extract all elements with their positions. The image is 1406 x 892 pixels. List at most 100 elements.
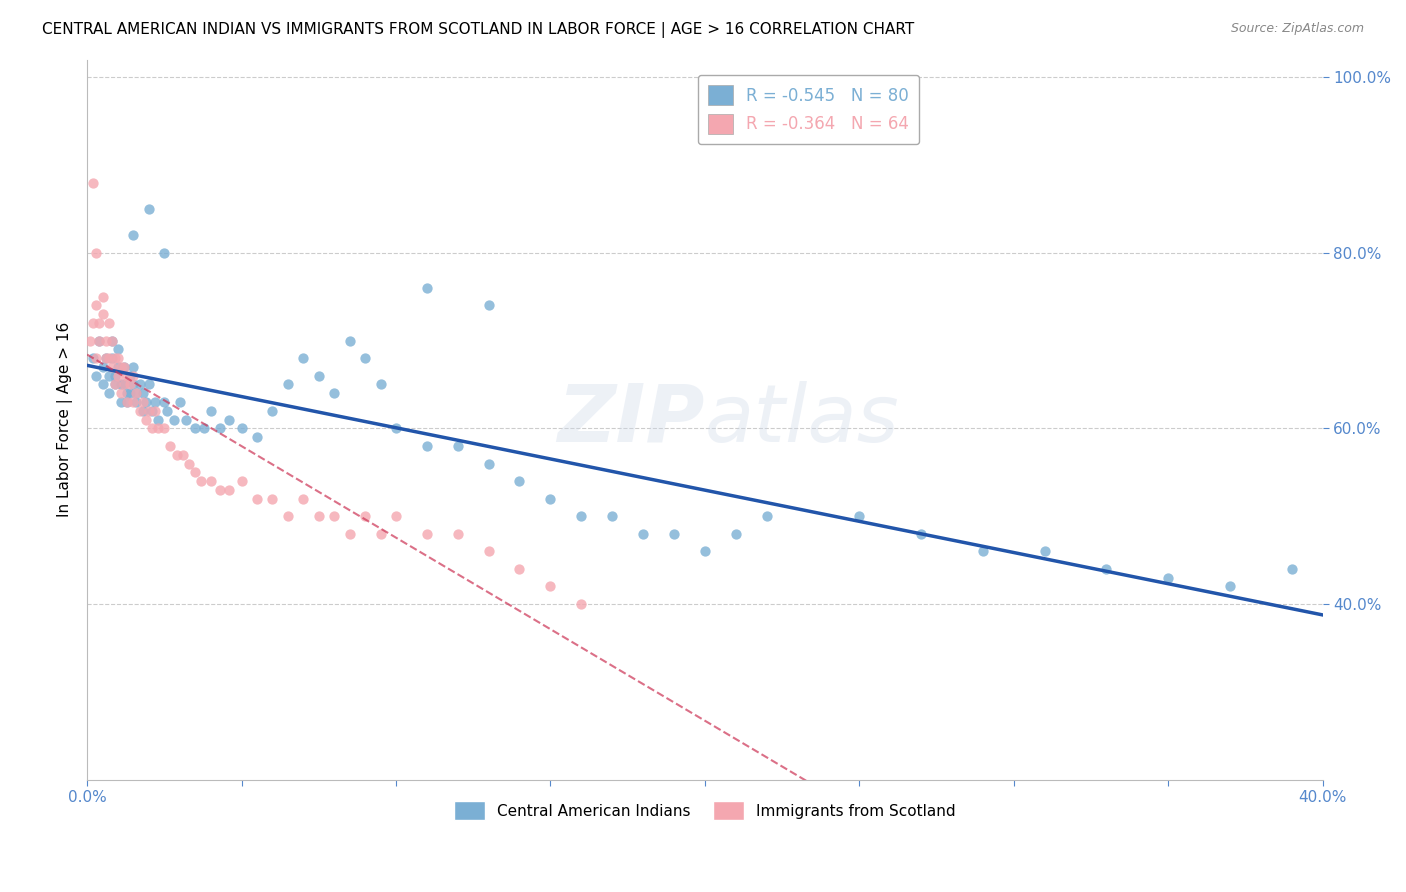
Text: ZIP: ZIP bbox=[557, 381, 704, 458]
Point bbox=[94, 351, 117, 366]
Point bbox=[153, 245, 176, 260]
Point bbox=[131, 404, 153, 418]
Point bbox=[1281, 562, 1303, 576]
Point bbox=[104, 368, 127, 383]
Point bbox=[89, 334, 111, 348]
Point bbox=[101, 334, 124, 348]
Point bbox=[141, 421, 163, 435]
Point bbox=[231, 474, 253, 488]
Point bbox=[138, 202, 160, 216]
Point bbox=[104, 377, 127, 392]
Point bbox=[120, 368, 142, 383]
Point bbox=[208, 421, 231, 435]
Point bbox=[447, 526, 470, 541]
Point bbox=[122, 377, 145, 392]
Text: CENTRAL AMERICAN INDIAN VS IMMIGRANTS FROM SCOTLAND IN LABOR FORCE | AGE > 16 CO: CENTRAL AMERICAN INDIAN VS IMMIGRANTS FR… bbox=[42, 22, 914, 38]
Point bbox=[262, 491, 284, 506]
Point bbox=[141, 404, 163, 418]
Point bbox=[143, 395, 166, 409]
Point bbox=[104, 377, 127, 392]
Point bbox=[169, 395, 191, 409]
Point bbox=[1095, 562, 1118, 576]
Point bbox=[292, 351, 315, 366]
Point bbox=[478, 298, 501, 312]
Point bbox=[159, 439, 181, 453]
Point bbox=[79, 334, 101, 348]
Point bbox=[246, 430, 269, 444]
Point bbox=[101, 334, 124, 348]
Point bbox=[86, 351, 108, 366]
Point bbox=[122, 395, 145, 409]
Point bbox=[128, 377, 150, 392]
Point bbox=[447, 439, 470, 453]
Point bbox=[218, 412, 240, 426]
Point bbox=[416, 281, 439, 295]
Point bbox=[91, 377, 114, 392]
Point bbox=[177, 457, 200, 471]
Point bbox=[972, 544, 994, 558]
Point bbox=[107, 343, 129, 357]
Point bbox=[200, 404, 222, 418]
Y-axis label: In Labor Force | Age > 16: In Labor Force | Age > 16 bbox=[58, 322, 73, 517]
Point bbox=[200, 474, 222, 488]
Point bbox=[262, 404, 284, 418]
Point bbox=[125, 386, 148, 401]
Point bbox=[416, 526, 439, 541]
Point bbox=[94, 351, 117, 366]
Point bbox=[662, 526, 685, 541]
Point bbox=[82, 176, 104, 190]
Point bbox=[122, 228, 145, 243]
Point bbox=[97, 368, 120, 383]
Point bbox=[193, 421, 215, 435]
Point bbox=[277, 377, 299, 392]
Point bbox=[86, 298, 108, 312]
Point bbox=[112, 359, 135, 374]
Point bbox=[693, 544, 716, 558]
Point bbox=[153, 395, 176, 409]
Point bbox=[231, 421, 253, 435]
Point bbox=[91, 290, 114, 304]
Point bbox=[848, 509, 870, 524]
Point bbox=[122, 359, 145, 374]
Point bbox=[508, 474, 530, 488]
Point bbox=[97, 351, 120, 366]
Point bbox=[89, 334, 111, 348]
Point bbox=[101, 351, 124, 366]
Point bbox=[323, 509, 346, 524]
Point bbox=[91, 307, 114, 321]
Point bbox=[246, 491, 269, 506]
Point bbox=[86, 245, 108, 260]
Point bbox=[107, 359, 129, 374]
Point bbox=[755, 509, 778, 524]
Point bbox=[292, 491, 315, 506]
Point bbox=[97, 386, 120, 401]
Point bbox=[115, 395, 138, 409]
Point bbox=[508, 562, 530, 576]
Point bbox=[478, 544, 501, 558]
Point bbox=[910, 526, 932, 541]
Point bbox=[131, 386, 153, 401]
Point bbox=[600, 509, 623, 524]
Point bbox=[110, 395, 132, 409]
Point bbox=[156, 404, 179, 418]
Point bbox=[131, 395, 153, 409]
Point bbox=[110, 386, 132, 401]
Point bbox=[277, 509, 299, 524]
Point bbox=[82, 316, 104, 330]
Point bbox=[125, 386, 148, 401]
Point bbox=[308, 509, 330, 524]
Point bbox=[1157, 571, 1180, 585]
Point bbox=[416, 439, 439, 453]
Point bbox=[538, 579, 561, 593]
Point bbox=[120, 386, 142, 401]
Point bbox=[308, 368, 330, 383]
Point bbox=[107, 368, 129, 383]
Point bbox=[143, 404, 166, 418]
Point bbox=[184, 421, 207, 435]
Point bbox=[128, 404, 150, 418]
Point bbox=[354, 351, 377, 366]
Point bbox=[107, 351, 129, 366]
Point bbox=[339, 334, 361, 348]
Point bbox=[1033, 544, 1056, 558]
Point bbox=[724, 526, 747, 541]
